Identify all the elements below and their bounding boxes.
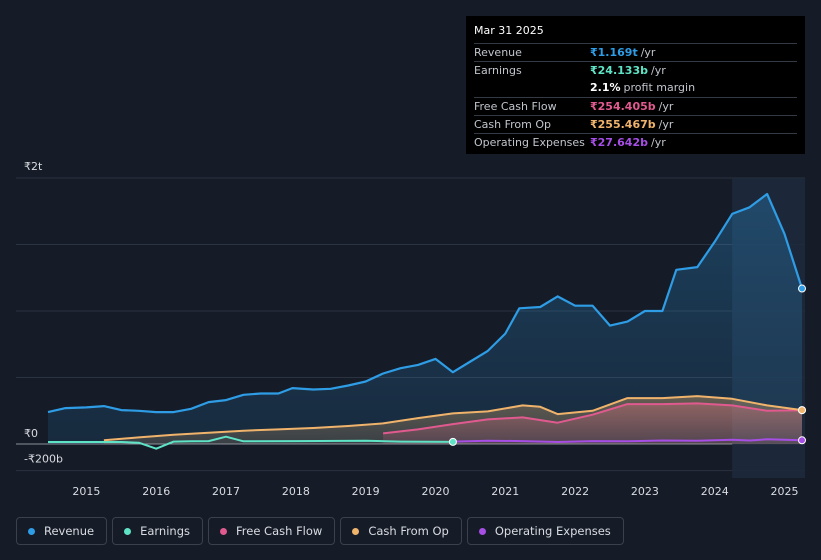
end-marker-earnings bbox=[448, 437, 457, 446]
legend-dot-icon bbox=[352, 527, 360, 535]
legend-item-operating-expenses[interactable]: Operating Expenses bbox=[466, 517, 624, 545]
tooltip-row: Revenue ₹1.169t/yr bbox=[474, 43, 797, 61]
legend-dot-icon bbox=[28, 527, 35, 535]
x-tick-label: 2024 bbox=[701, 485, 729, 498]
x-tick-label: 2017 bbox=[212, 485, 240, 498]
legend-label: Revenue bbox=[44, 524, 95, 538]
end-marker-revenue bbox=[798, 284, 806, 293]
y-tick-label: -₹200b bbox=[24, 453, 63, 466]
line-cash-from-op bbox=[103, 395, 803, 442]
tooltip-row-unit: /yr bbox=[650, 64, 666, 78]
tooltip-row-value: ₹24.133b bbox=[590, 64, 648, 78]
y-tick-label: ₹2t bbox=[24, 160, 43, 173]
legend-dot-icon bbox=[220, 527, 227, 535]
y-tick-label: ₹0 bbox=[24, 427, 38, 440]
tooltip-row: Operating Expenses ₹27.642b/yr bbox=[474, 132, 797, 151]
tooltip-row-label: Free Cash Flow bbox=[474, 99, 557, 113]
x-axis-ticks: 2015 2016 2017 2018 2019 2020 2021 2022 2023 2024… bbox=[72, 485, 798, 498]
legend-item-cash-from-op[interactable]: Cash From Op bbox=[340, 517, 462, 545]
legend-item-revenue[interactable]: Revenue bbox=[16, 517, 108, 545]
tooltip-row-label: Earnings bbox=[474, 64, 522, 78]
tooltip-panel: Mar 31 2025 Revenue ₹1.169t/yr Earnings ₹24… bbox=[466, 16, 805, 154]
x-tick-label: 2019 bbox=[352, 485, 380, 498]
x-tick-label: 2015 bbox=[72, 485, 100, 498]
line-revenue bbox=[47, 192, 804, 414]
line-operating-expenses bbox=[452, 438, 803, 443]
legend-label: Cash From Op bbox=[368, 524, 449, 538]
tooltip-row-unit: /yr bbox=[658, 99, 674, 113]
tooltip-rows: Revenue ₹1.169t/yr Earnings ₹24.133b/yr 2.1%… bbox=[474, 43, 797, 151]
tooltip-row: Earnings ₹24.133b/yr bbox=[474, 61, 797, 79]
x-tick-label: 2018 bbox=[282, 485, 310, 498]
legend-item-free-cash-flow[interactable]: Free Cash Flow bbox=[208, 517, 336, 545]
legend-label: Operating Expenses bbox=[494, 524, 611, 538]
tooltip-row-label: Operating Expenses bbox=[474, 136, 585, 150]
tooltip-row-label: Cash From Op bbox=[474, 117, 552, 131]
legend-dot-icon bbox=[478, 527, 486, 535]
legend-label: Free Cash Flow bbox=[236, 524, 323, 538]
legend-item-earnings[interactable]: Earnings bbox=[112, 517, 203, 545]
x-tick-label: 2025 bbox=[771, 485, 799, 498]
legend-dot-icon bbox=[124, 527, 132, 535]
x-tick-label: 2022 bbox=[561, 485, 589, 498]
tooltip-row-unit: /yr bbox=[640, 46, 656, 60]
tooltip-row-value: ₹27.642b bbox=[590, 136, 648, 150]
tooltip-row-unit: profit margin bbox=[623, 81, 696, 95]
x-tick-label: 2016 bbox=[142, 485, 170, 498]
legend: Revenue Earnings Free Cash Flow Cash From O… bbox=[16, 517, 624, 545]
tooltip-row: Cash From Op ₹255.467b/yr bbox=[474, 114, 797, 133]
tooltip-row-value: ₹1.169t bbox=[590, 46, 638, 60]
tooltip-row-label: Revenue bbox=[474, 46, 522, 60]
area-cash-from-op bbox=[103, 396, 802, 444]
series-areas bbox=[48, 194, 802, 444]
tooltip-row-value: ₹255.467b bbox=[590, 117, 656, 131]
line-free-cash-flow bbox=[382, 402, 803, 435]
x-tick-label: 2021 bbox=[491, 485, 519, 498]
tooltip-row: 2.1% profit margin bbox=[474, 79, 797, 96]
tooltip-row-unit: /yr bbox=[650, 136, 666, 150]
end-marker-operating-expenses bbox=[798, 436, 806, 445]
tooltip-row-value: 2.1% bbox=[590, 81, 621, 95]
end-marker-cash-from-op bbox=[798, 406, 806, 415]
tooltip-row-unit: /yr bbox=[658, 117, 674, 131]
line-earnings bbox=[48, 435, 453, 450]
x-tick-label: 2020 bbox=[421, 485, 449, 498]
y-axis-ticks: ₹2t ₹0 -₹200b bbox=[24, 160, 63, 466]
legend-label: Earnings bbox=[140, 524, 190, 538]
chart: ₹2t ₹0 -₹200b 2015 2016 2017 2018 2019 2020 2021… bbox=[16, 160, 806, 498]
tooltip-row-value: ₹254.405b bbox=[590, 99, 656, 113]
series-lines bbox=[47, 192, 804, 450]
end-markers bbox=[448, 284, 806, 446]
x-tick-label: 2023 bbox=[631, 485, 659, 498]
area-revenue bbox=[48, 194, 802, 444]
tooltip-date: Mar 31 2025 bbox=[474, 24, 544, 37]
tooltip-row: Free Cash Flow ₹254.405b/yr bbox=[474, 96, 797, 115]
